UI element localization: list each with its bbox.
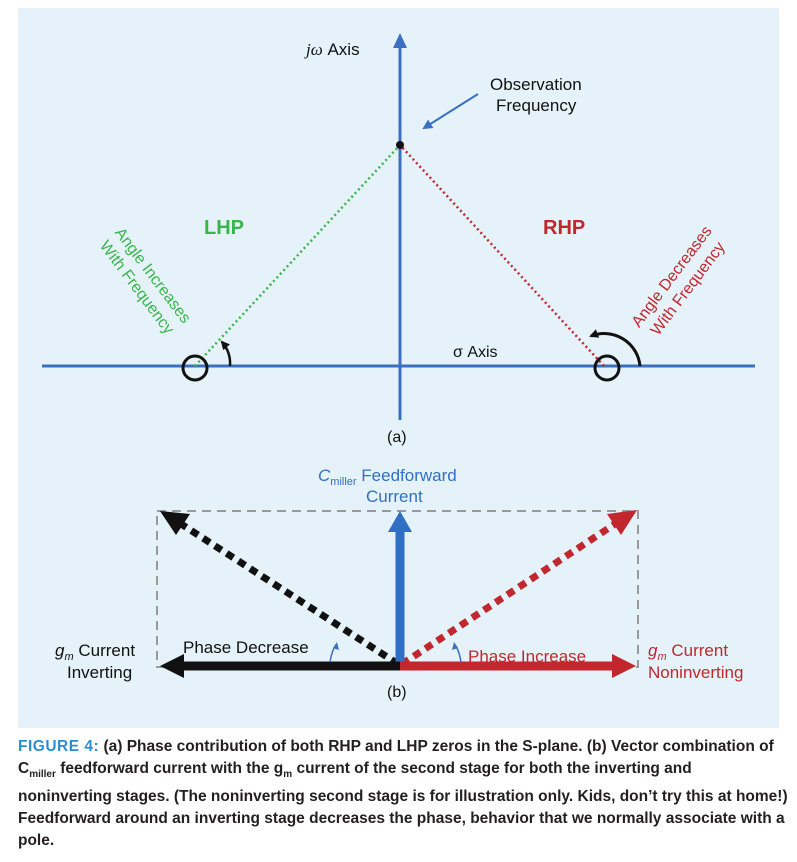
jw-axis-arrowhead	[393, 33, 407, 48]
jw-axis-label: jω Axis	[304, 40, 360, 59]
gm-inverting-arrowhead	[160, 654, 184, 678]
lhp-vector-line	[194, 144, 401, 367]
miller-label-line1: Cmiller Feedforward	[318, 466, 457, 488]
phase-decrease-label: Phase Decrease	[183, 638, 309, 657]
rhp-vector-line	[399, 144, 605, 367]
diagram-a-sublabel: (a)	[387, 429, 407, 446]
rhp-zero-marker	[593, 354, 621, 382]
caption-text-2: feedforward current with the g	[55, 760, 284, 777]
diagram-b-sublabel: (b)	[387, 684, 407, 701]
gm-noninverting-arrowhead	[612, 654, 636, 678]
observation-label-line1: Observation	[490, 75, 582, 94]
observation-label-line2: Frequency	[496, 96, 577, 115]
observation-point	[396, 141, 404, 149]
miller-label-line2: Current	[366, 487, 423, 506]
noninverting-resultant-vector	[400, 519, 620, 667]
gm-inverting-label-line2: Inverting	[67, 663, 132, 682]
inverting-resultant-arrowhead	[160, 511, 190, 535]
sigma-axis-label: σ Axis	[453, 344, 498, 361]
caption-sub-1: miller	[29, 769, 56, 781]
lhp-zero-marker	[181, 354, 209, 382]
gm-noninverting-label-line2: Noninverting	[648, 663, 743, 682]
caption-sub-2: m	[283, 769, 293, 781]
lhp-label: LHP	[204, 217, 244, 239]
rhp-angle-arc	[589, 329, 642, 367]
gm-inverting-label-line1: gm Current	[55, 641, 135, 663]
figure-caption: FIGURE 4: (a) Phase contribution of both…	[18, 736, 788, 852]
lhp-angle-arc	[220, 340, 232, 367]
s-plane-diagram: jω Axis Observation Frequency LHP RHP An…	[42, 33, 755, 446]
lhp-angle-text: Angle Increases With Frequency	[96, 225, 194, 338]
gm-noninverting-label-line1: gm Current	[648, 641, 728, 663]
caption-text-3: current of the second stage for both the…	[18, 760, 788, 850]
observation-pointer-arrow	[422, 93, 479, 130]
caption-text-1: (a) Phase contribution of both RHP and L…	[18, 738, 774, 777]
noninverting-resultant-arrowhead	[607, 510, 637, 535]
phase-increase-arc-head	[452, 642, 458, 650]
rhp-angle-text: Angle Decreases With Frequency	[629, 223, 729, 339]
phase-decrease-arc-head	[333, 642, 339, 650]
figure-label: FIGURE 4:	[18, 738, 100, 755]
miller-feedforward-arrowhead	[388, 511, 412, 532]
rhp-label: RHP	[543, 217, 585, 239]
vector-diagram: Cmiller Feedforward Current gm Current I…	[55, 466, 743, 701]
inverting-resultant-vector	[176, 519, 400, 667]
phase-increase-label: Phase Increase	[468, 647, 586, 666]
